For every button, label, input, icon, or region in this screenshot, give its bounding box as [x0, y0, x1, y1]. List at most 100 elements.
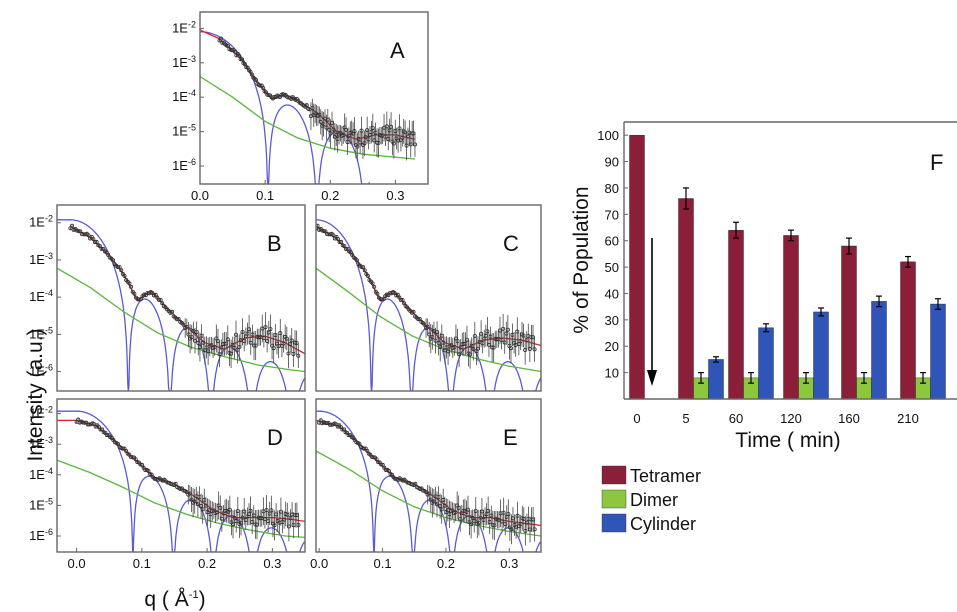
data-point: [247, 327, 252, 332]
x-tick-label: 60: [729, 411, 743, 426]
data-point: [331, 233, 336, 238]
error-bar: [920, 372, 926, 384]
y-tick-label: 70: [605, 207, 619, 222]
legend-swatch-dimer: [601, 489, 627, 509]
data-point: [491, 345, 496, 350]
y-tick-label: 1E-5: [172, 123, 196, 139]
error-bar: [698, 372, 704, 384]
legend-label-tetramer: Tetramer: [630, 466, 701, 486]
data-point: [472, 333, 477, 338]
sphere-fit-curve: [57, 219, 305, 391]
data-point: [413, 481, 418, 486]
data-point: [173, 481, 178, 486]
bar-cylinder-210: [930, 303, 946, 399]
panel-label: C: [503, 231, 519, 256]
data-point: [296, 523, 301, 528]
panel-label: E: [503, 425, 518, 450]
y-tick-label: 50: [605, 260, 619, 275]
bar-cylinder-5: [708, 359, 724, 399]
data-point: [229, 351, 234, 356]
data-point: [233, 332, 238, 337]
data-point: [339, 239, 344, 244]
data-point: [506, 511, 511, 516]
panel-C: C: [315, 204, 542, 392]
data-point: [485, 329, 490, 334]
data-point: [318, 418, 323, 423]
sphere-fit-curve: [57, 410, 305, 552]
legend-label-dimer: Dimer: [630, 490, 678, 510]
data-point: [412, 142, 417, 147]
bar-tetramer-5: [678, 198, 694, 399]
x-tick-label: 120: [780, 411, 802, 426]
data-point: [400, 297, 405, 302]
bar-cylinder-160: [871, 301, 887, 399]
plot-area: [200, 29, 417, 184]
data-point: [117, 265, 122, 270]
y-tick-label: 1E-6: [29, 363, 53, 379]
data-point: [242, 62, 247, 67]
x-tick-label: 0.0: [191, 188, 209, 203]
data-point: [289, 338, 294, 343]
bar-cylinder-120: [813, 311, 829, 399]
data-point: [336, 237, 341, 242]
data-point: [132, 291, 137, 296]
y-tick-label: 80: [605, 181, 619, 196]
data-point: [354, 258, 359, 263]
background-fit-curve: [57, 267, 305, 373]
y-tick-label: 1E-3: [172, 54, 196, 70]
data-point: [94, 239, 99, 244]
data-point: [384, 124, 389, 129]
x-axis-title: Time ( min): [735, 429, 840, 452]
y-tick-label: 1E-5: [29, 496, 53, 512]
data-point: [237, 53, 242, 58]
data-point: [268, 327, 273, 332]
y-tick-label: 1E-3: [29, 435, 53, 451]
data-point: [140, 462, 145, 467]
data-point: [380, 462, 385, 467]
data-point: [271, 346, 276, 351]
y-tick-label: 10: [605, 366, 619, 381]
data-point: [352, 129, 357, 134]
data-point: [240, 57, 245, 62]
bar-area: [629, 134, 946, 399]
data-point: [70, 223, 75, 228]
legend-swatch-tetramer: [601, 465, 627, 485]
data-point: [359, 128, 364, 133]
data-point: [146, 469, 151, 474]
x-tick-label: 0.2: [437, 556, 455, 571]
y-tick-label: 1E-4: [29, 288, 53, 304]
y-tick-label: 40: [605, 286, 619, 301]
x-tick-label: 160: [838, 411, 860, 426]
data-point: [505, 327, 510, 332]
x-tick-label: 0.3: [500, 556, 518, 571]
data-point: [455, 339, 460, 344]
legend: Tetramer Dimer Cylinder: [601, 465, 701, 534]
y-tick-label: 1E-6: [29, 527, 53, 543]
data-point: [501, 510, 506, 515]
data-point: [124, 448, 129, 453]
observed-data: [317, 418, 537, 546]
x-tick-label: 210: [897, 411, 919, 426]
panel-frame: [56, 204, 306, 392]
y-tick-label: 1E-2: [29, 405, 53, 421]
legend-swatch-cylinder: [601, 513, 627, 533]
data-point: [316, 223, 320, 228]
y-tick-label: 90: [605, 155, 619, 170]
shared-x-axis-label-sup: -1: [189, 589, 199, 601]
x-tick-label: 0.1: [133, 556, 151, 571]
data-point: [119, 268, 124, 273]
panel-label: F: [930, 150, 943, 175]
background-fit-curve: [316, 267, 541, 373]
y-tick-label: 20: [605, 339, 619, 354]
error-bar: [733, 221, 739, 239]
data-point: [464, 337, 469, 342]
x-tick-label: 0: [633, 411, 640, 426]
data-point: [438, 345, 443, 350]
observed-data: [74, 417, 301, 542]
data-point: [253, 343, 258, 348]
x-tick-label: 5: [682, 411, 689, 426]
data-point: [468, 352, 473, 357]
y-tick-label: 1E-6: [172, 157, 196, 173]
data-point: [375, 291, 380, 296]
